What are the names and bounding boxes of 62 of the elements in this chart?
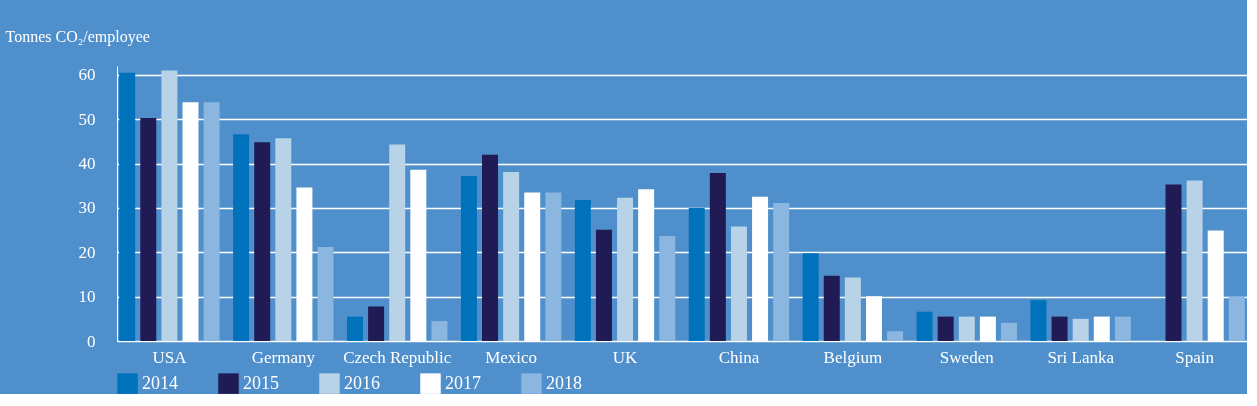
bar xyxy=(916,311,933,341)
legend-label: 2018 xyxy=(546,372,582,393)
bar xyxy=(1072,318,1089,341)
x-tick-label: Czech Republic xyxy=(343,347,452,367)
bar xyxy=(1228,296,1245,341)
bar xyxy=(389,144,406,341)
legend-label: 2014 xyxy=(142,372,178,393)
x-tick-label: Germany xyxy=(251,347,316,367)
bar xyxy=(844,277,861,341)
x-tick-label: UK xyxy=(612,347,639,367)
y-tick-label: 20 xyxy=(78,242,96,262)
bar xyxy=(773,203,790,341)
bar xyxy=(688,207,705,341)
y-tick-label: 10 xyxy=(78,287,96,307)
bar xyxy=(937,316,954,341)
bar xyxy=(368,306,385,341)
y-tick-label: 40 xyxy=(78,154,96,174)
y-tick-label: 50 xyxy=(78,109,96,129)
bar xyxy=(617,197,634,341)
legend-label: 2015 xyxy=(243,372,279,393)
bar xyxy=(233,134,250,341)
bar xyxy=(730,226,747,341)
bar xyxy=(275,138,292,341)
bar xyxy=(203,102,220,341)
bar xyxy=(709,172,726,341)
bar xyxy=(503,172,520,341)
bar xyxy=(1165,184,1182,341)
x-tick-label: Belgium xyxy=(823,347,883,367)
bar xyxy=(1051,316,1068,341)
bar xyxy=(254,142,271,341)
bar xyxy=(545,192,562,341)
x-tick-label: Spain xyxy=(1175,347,1215,367)
bar xyxy=(119,72,136,341)
x-tick-label: Sweden xyxy=(939,347,995,367)
bar xyxy=(802,253,819,341)
bar xyxy=(161,70,178,341)
bar xyxy=(595,229,612,341)
bar xyxy=(460,176,477,341)
y-tick-label: 30 xyxy=(78,198,96,218)
y-tick-label: 0 xyxy=(87,331,96,351)
y-axis-title: Tonnes CO₂/employee xyxy=(5,27,150,46)
bar xyxy=(1000,322,1017,341)
bar xyxy=(958,316,975,341)
bar xyxy=(482,154,499,341)
bar xyxy=(1114,316,1131,341)
bar xyxy=(431,321,448,341)
bar xyxy=(1030,300,1047,341)
bar xyxy=(317,246,334,341)
y-tick-label: 60 xyxy=(78,65,96,85)
legend-label: 2016 xyxy=(344,372,380,393)
x-tick-label: Mexico xyxy=(485,347,538,367)
bar xyxy=(140,117,157,341)
bar xyxy=(347,316,364,341)
x-tick-label: USA xyxy=(152,347,188,367)
bar xyxy=(823,275,840,341)
x-tick-label: Sri Lanka xyxy=(1047,347,1115,367)
bar xyxy=(574,199,591,341)
bar xyxy=(1186,180,1203,341)
legend-label: 2017 xyxy=(445,372,481,393)
bar xyxy=(887,331,904,341)
x-tick-label: China xyxy=(718,347,760,367)
bar xyxy=(659,235,676,341)
